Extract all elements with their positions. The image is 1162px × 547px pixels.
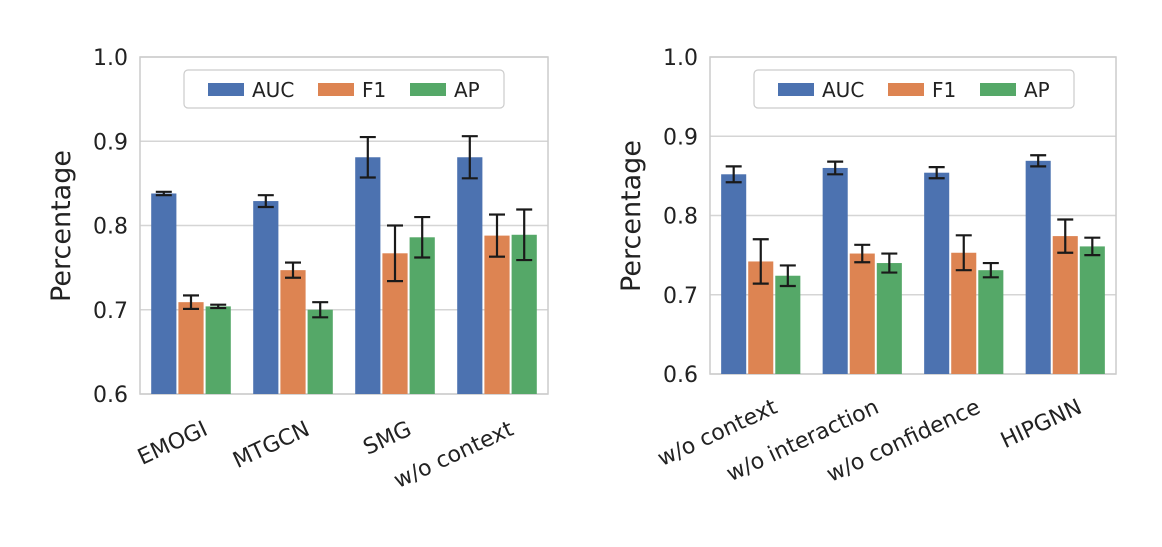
bar-f1 [951, 252, 977, 374]
legend-label: AUC [822, 78, 864, 102]
bar-f1 [1052, 236, 1078, 374]
legend-swatch-auc [208, 83, 244, 96]
y-tick-label: 0.7 [93, 299, 128, 324]
bar-auc [924, 172, 950, 374]
bar-ap [876, 263, 902, 374]
x-tick-label: SMG [360, 417, 416, 461]
bar-auc [151, 193, 177, 394]
y-axis-title: Percentage [46, 150, 77, 302]
y-tick-label: 0.6 [93, 383, 128, 408]
legend-label: AUC [252, 78, 294, 102]
y-tick-label: 1.0 [663, 46, 698, 71]
bar-f1 [849, 253, 875, 374]
legend-label: AP [454, 78, 480, 102]
bar-auc [457, 157, 483, 394]
legend-swatch-ap [410, 83, 446, 96]
plot-frame [709, 56, 1117, 375]
y-tick-label: 0.9 [663, 125, 698, 150]
bar-ap [511, 234, 537, 394]
legend-swatch-f1 [318, 83, 354, 96]
bar-ap [205, 306, 231, 394]
bar-auc [253, 201, 279, 394]
y-tick-label: 0.8 [663, 205, 698, 230]
legend-label: AP [1024, 78, 1050, 102]
bar-ap [307, 309, 333, 394]
legend-swatch-auc [778, 83, 814, 96]
legend-label: F1 [932, 78, 956, 102]
bar-ap [978, 270, 1004, 374]
bar-f1 [178, 302, 204, 394]
bar-ap [409, 237, 435, 394]
bar-f1 [280, 270, 306, 394]
y-axis-title: Percentage [616, 140, 647, 292]
x-tick-label: MTGCN [229, 417, 313, 474]
bar-ap [1079, 246, 1105, 374]
legend-swatch-ap [980, 83, 1016, 96]
y-tick-label: 0.8 [93, 215, 128, 240]
bar-ap [775, 275, 801, 374]
y-tick-label: 0.9 [93, 130, 128, 155]
y-tick-label: 0.7 [663, 284, 698, 309]
y-tick-label: 0.6 [663, 363, 698, 388]
legend-swatch-f1 [888, 83, 924, 96]
bar-auc [822, 167, 848, 374]
x-tick-label: EMOGI [134, 417, 211, 471]
plot-frame [139, 56, 549, 395]
y-tick-label: 1.0 [93, 46, 128, 71]
bar-f1 [484, 235, 510, 394]
x-tick-label: HIPGNN [997, 395, 1086, 454]
bar-auc [1025, 160, 1051, 374]
bar-auc [355, 157, 381, 394]
bar-auc [721, 174, 747, 374]
legend-label: F1 [362, 78, 386, 102]
